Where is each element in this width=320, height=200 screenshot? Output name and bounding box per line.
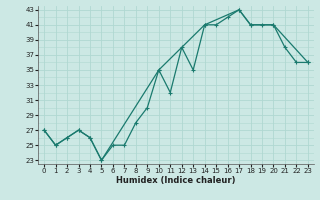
X-axis label: Humidex (Indice chaleur): Humidex (Indice chaleur) [116, 176, 236, 185]
